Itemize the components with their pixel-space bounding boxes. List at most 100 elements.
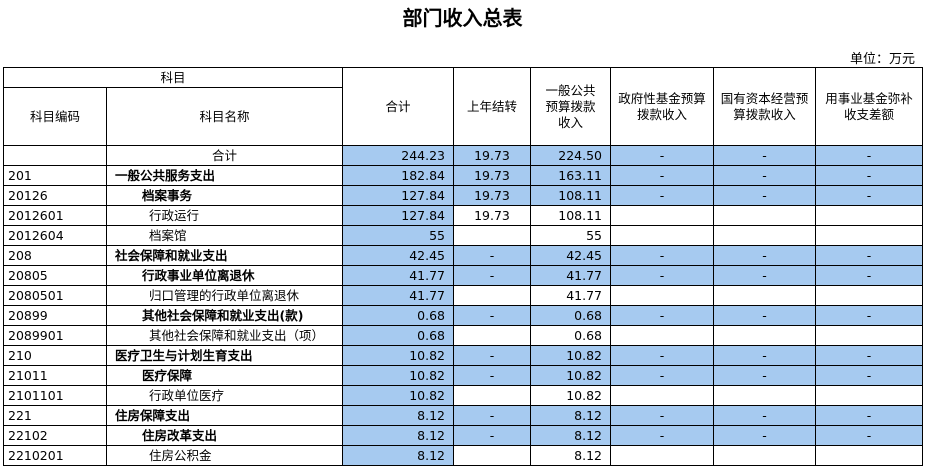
column-header: 政府性基金预算拨款收入 (610, 67, 714, 146)
amount (610, 385, 714, 406)
title: 部门收入总表 (402, 6, 523, 30)
code: 2089901 (3, 325, 107, 346)
income-table: 科目 合计 上年结转 一般公共预算拨款收入 政府性基金预算拨款收入 国有资本经营预算拨款收… (3, 67, 923, 466)
data-row: 2210201 住房公积金 8.12 8.12 (3, 445, 923, 466)
amount (815, 325, 923, 346)
amount: 41.77 (342, 265, 454, 286)
amount: 0.68 (342, 325, 454, 346)
code: 2080501 (3, 285, 107, 306)
amount: 42.45 (342, 245, 454, 266)
amount: - (453, 425, 531, 446)
amount: 127.84 (342, 185, 454, 206)
amount: - (815, 145, 923, 166)
amount: - (610, 305, 714, 326)
data-row: 20805 行政事业单位离退休 41.77-41.77- - - (3, 265, 923, 286)
amount: - (815, 345, 923, 366)
amount: - (815, 405, 923, 426)
amount (610, 285, 714, 306)
amount (453, 445, 531, 466)
amount: - (453, 305, 531, 326)
amount: 10.82 (530, 365, 611, 386)
data-row: 2101101 行政单位医疗 10.82 10.82 (3, 385, 923, 406)
data-row: 2012601 行政运行 127.84 19.73 108.11 (3, 205, 923, 226)
code: 20805 (3, 265, 107, 286)
amount: - (713, 425, 816, 446)
amount (453, 385, 531, 406)
name: 其他社会保障和就业支出（项） (106, 325, 343, 346)
code: 20126 (3, 185, 107, 206)
data-row: 2089901 其他社会保障和就业支出（项） 0.68 0.68 (3, 325, 923, 346)
data-row: 20126 档案事务 127.84 19.73 108.11- - - (3, 185, 923, 206)
code: 2210201 (3, 445, 107, 466)
column-header: 合计 (342, 67, 454, 146)
amount (610, 225, 714, 246)
amount: 10.82 (342, 385, 454, 406)
name: 医疗保障 (106, 365, 343, 386)
amount: - (713, 185, 816, 206)
amount: 41.77 (530, 285, 611, 306)
amount: - (610, 245, 714, 266)
amount (713, 205, 816, 226)
amount: 108.11 (530, 185, 611, 206)
amount: - (610, 145, 714, 166)
name: 住房改革支出 (106, 425, 343, 446)
amount (453, 325, 531, 346)
code (3, 145, 107, 166)
amount: - (453, 265, 531, 286)
amount (610, 205, 714, 226)
amount: 8.12 (530, 425, 611, 446)
data-row: 21011 医疗保障 10.82-10.82- - - (3, 365, 923, 386)
column-header: 国有资本经营预算拨款收入 (713, 67, 816, 146)
amount: 55 (530, 225, 611, 246)
amount: 108.11 (530, 205, 611, 226)
data-row: 合计 244.23 19.73 224.50- - - (3, 145, 923, 166)
amount: - (610, 405, 714, 426)
name: 归口管理的行政单位离退休 (106, 285, 343, 306)
column-header: 用事业基金弥补收支差额 (815, 67, 923, 146)
code: 2012604 (3, 225, 107, 246)
amount: 8.12 (342, 405, 454, 426)
column-header: 上年结转 (453, 67, 531, 146)
amount: - (713, 245, 816, 266)
name: 档案馆 (106, 225, 343, 246)
amount (815, 225, 923, 246)
amount: 41.77 (342, 285, 454, 306)
data-row: 221 住房保障支出 8.12-8.12- - - (3, 405, 923, 426)
amount: - (610, 265, 714, 286)
name: 行政单位医疗 (106, 385, 343, 406)
amount: 41.77 (530, 265, 611, 286)
column-header: 科目名称 (106, 87, 343, 146)
data-row: 210 医疗卫生与计划生育支出 10.82-10.82- - - (3, 345, 923, 366)
column-header: 一般公共预算拨款收入 (530, 67, 611, 146)
amount: 0.68 (530, 305, 611, 326)
amount: - (713, 265, 816, 286)
amount: - (815, 365, 923, 386)
name: 住房保障支出 (106, 405, 343, 426)
amount: - (713, 305, 816, 326)
amount: - (815, 185, 923, 206)
amount: 8.12 (342, 445, 454, 466)
amount: 10.82 (342, 345, 454, 366)
amount: - (453, 405, 531, 426)
code: 2101101 (3, 385, 107, 406)
amount: - (815, 305, 923, 326)
name: 行政运行 (106, 205, 343, 226)
group-header: 科目 (3, 67, 343, 88)
name: 社会保障和就业支出 (106, 245, 343, 266)
amount: 55 (342, 225, 454, 246)
amount: 224.50 (530, 145, 611, 166)
name: 行政事业单位离退休 (106, 265, 343, 286)
data-row: 208 社会保障和就业支出 42.45-42.45- - - (3, 245, 923, 266)
amount: - (815, 265, 923, 286)
amount: 163.11 (530, 165, 611, 186)
amount: - (815, 165, 923, 186)
amount: 182.84 (342, 165, 454, 186)
amount: - (610, 365, 714, 386)
code: 201 (3, 165, 107, 186)
amount: - (610, 165, 714, 186)
code: 221 (3, 405, 107, 426)
amount: - (453, 365, 531, 386)
data-row: 201 一般公共服务支出 182.84 19.73 163.11- - - (3, 165, 923, 186)
amount: - (610, 425, 714, 446)
code: 208 (3, 245, 107, 266)
